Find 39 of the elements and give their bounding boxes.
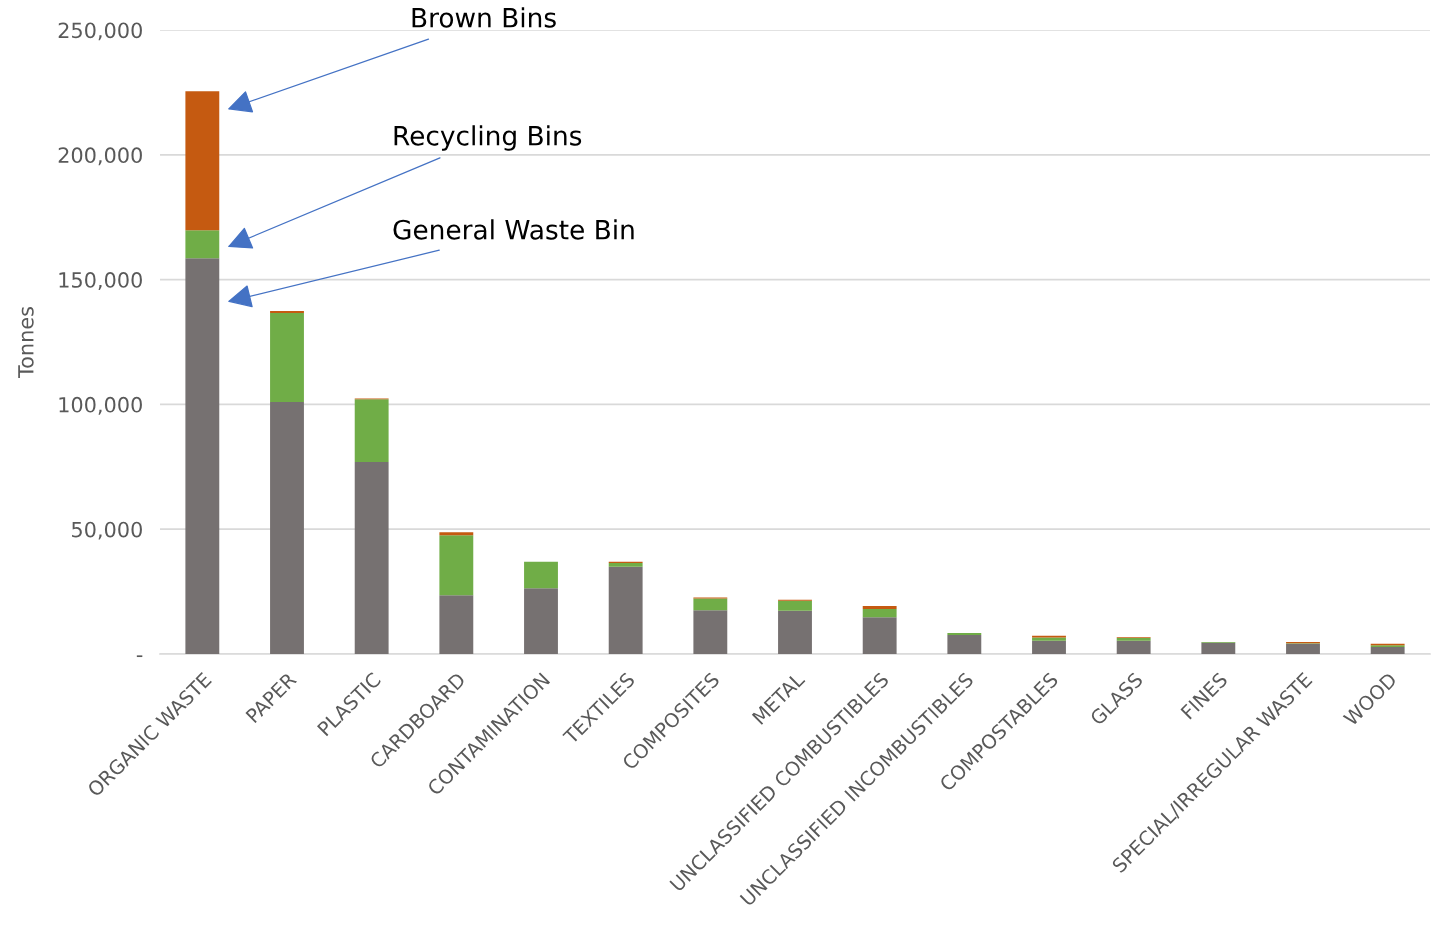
annotation: Recycling Bins (394, 125, 582, 151)
y-tick-label: - (136, 655, 143, 658)
y-tick-label: 50,000 (72, 521, 142, 540)
bar (608, 566, 643, 654)
bar (439, 535, 474, 596)
bar (608, 562, 643, 567)
bar (185, 258, 220, 654)
bar (270, 311, 304, 314)
bar (693, 610, 728, 654)
bar (862, 609, 897, 618)
bar (862, 617, 897, 654)
y-tick-label: 200,000 (58, 147, 142, 166)
y-tick-label: 250,000 (58, 22, 142, 41)
bar (270, 401, 304, 654)
y-tick-label: 100,000 (59, 396, 142, 415)
bar (947, 635, 982, 654)
bar (1201, 642, 1236, 654)
bar (862, 606, 897, 610)
bar (185, 230, 220, 259)
bar (270, 313, 304, 402)
bar (524, 561, 558, 589)
bar (1116, 640, 1151, 654)
bar (778, 600, 812, 611)
y-tick-label: 150,000 (59, 272, 142, 290)
bar (1032, 640, 1066, 654)
bar (354, 462, 389, 654)
text: Brown Bins (412, 7, 556, 28)
bar (524, 588, 558, 654)
bar (778, 610, 812, 654)
bar (693, 598, 728, 611)
bar (439, 532, 474, 536)
bar (439, 595, 474, 654)
bar (185, 91, 220, 231)
bar (947, 633, 982, 636)
annotation: General Waste Bin (393, 219, 634, 240)
y-axis-title: Tonnes (18, 307, 34, 379)
bar (1286, 643, 1320, 654)
bar (1370, 647, 1405, 654)
bar (354, 399, 389, 463)
